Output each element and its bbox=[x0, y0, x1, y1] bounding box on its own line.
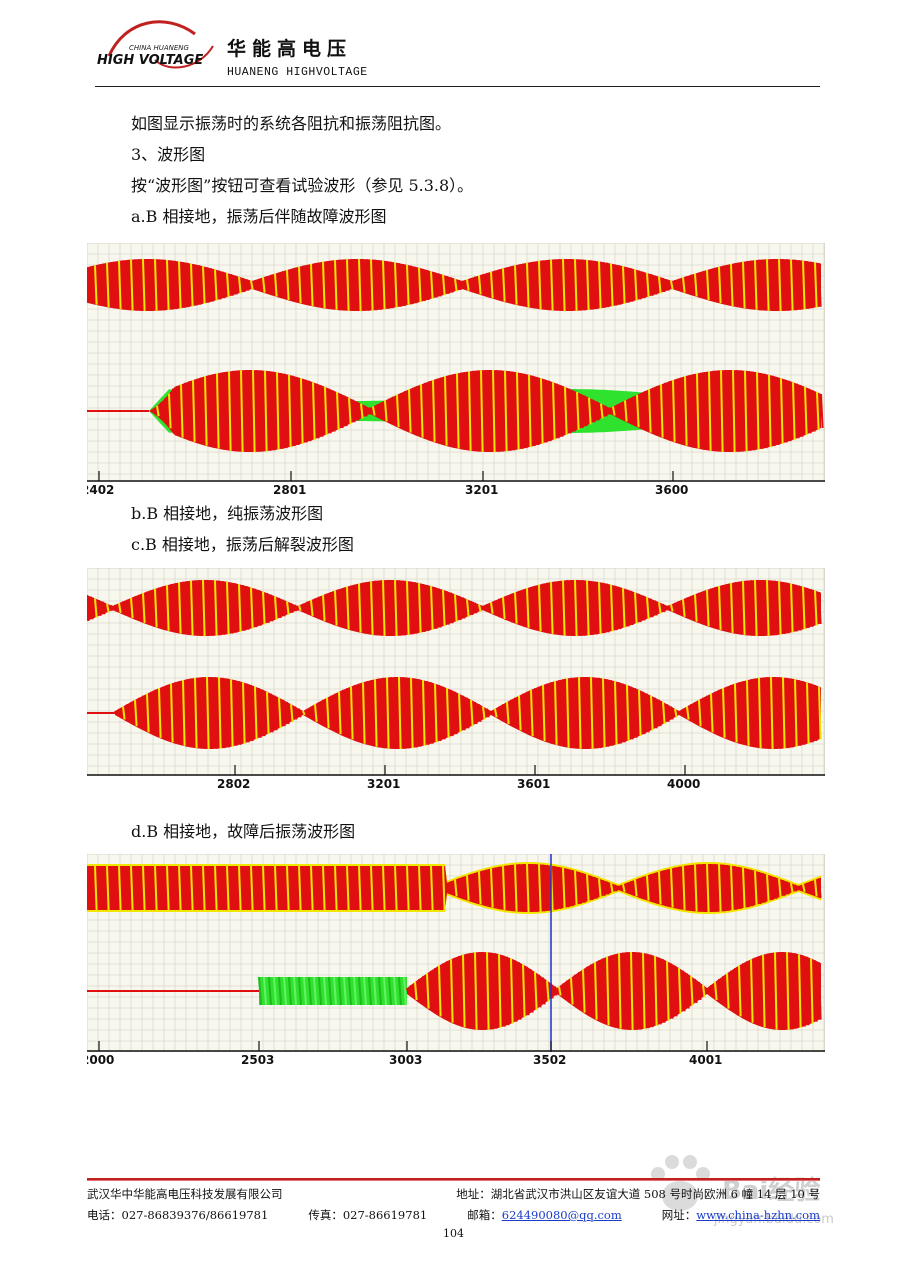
footer-address: 地址：湖北省武汉市洪山区友谊大道 508 号时尚欧洲 6 幢 14 层 10 号 bbox=[456, 1187, 820, 1201]
waveform-figure-a: 2402 2801 3201 3600 bbox=[87, 243, 825, 495]
axis-tick-label: 3601 bbox=[517, 777, 550, 790]
figure-a-caption: a.B 相接地，振荡后伴随故障波形图 bbox=[131, 207, 387, 226]
footer-fax: 传真：027-86619781 bbox=[308, 1208, 428, 1222]
page-number: 104 bbox=[443, 1227, 464, 1240]
instruction-text: 按“波形图”按钮可查看试验波形（参见 5.3.8）。 bbox=[131, 176, 474, 195]
footer-email-label: 邮箱： bbox=[467, 1208, 502, 1222]
upper-trace-strokes bbox=[87, 579, 822, 637]
svg-text:HIGH VOLTAGE: HIGH VOLTAGE bbox=[97, 53, 203, 68]
watermark-brand: Bai经验 bbox=[722, 1176, 821, 1206]
fault-trace-strokes bbox=[258, 976, 407, 1006]
footer-website-label: 网址： bbox=[661, 1208, 697, 1222]
intro-text: 如图显示振荡时的系统各阻抗和振荡阻抗图。 bbox=[131, 114, 452, 133]
upper-trace-strokes bbox=[87, 863, 822, 913]
lower-trace-strokes bbox=[406, 951, 822, 1031]
axis-tick-label: 3502 bbox=[533, 1053, 566, 1066]
axis-tick-label: 2802 bbox=[217, 777, 250, 790]
figure-c-caption: c.B 相接地，振荡后解裂波形图 bbox=[131, 535, 354, 554]
waveform-figure-c: 2802 3201 3601 4000 bbox=[87, 568, 825, 790]
lower-trace-strokes bbox=[152, 369, 824, 453]
upper-trace-strokes bbox=[87, 258, 822, 312]
footer-company: 武汉华中华能高电压科技发展有限公司 bbox=[87, 1187, 283, 1201]
axis-tick-label: 2000 bbox=[87, 1053, 114, 1066]
section-title: 3、波形图 bbox=[131, 145, 206, 164]
paw-icon bbox=[651, 1155, 710, 1211]
baidu-watermark: Bai经验 jingyan.baidu.com bbox=[640, 1150, 840, 1250]
svg-text:CHINA HUANENG: CHINA HUANENG bbox=[129, 44, 190, 52]
axis-tick-label: 2801 bbox=[273, 483, 306, 495]
footer-rule bbox=[87, 1178, 820, 1181]
axis-tick-label: 4001 bbox=[689, 1053, 722, 1066]
axis-tick-label: 3003 bbox=[389, 1053, 422, 1066]
company-logo: CHINA HUANENG HIGH VOLTAGE bbox=[97, 20, 214, 69]
page-header: CHINA HUANENG HIGH VOLTAGE 华能高电压 HUANENG… bbox=[95, 14, 820, 87]
lower-trace-strokes bbox=[114, 676, 822, 750]
axis-tick-label: 3201 bbox=[367, 777, 400, 790]
axis-tick-label: 3600 bbox=[655, 483, 688, 495]
watermark-site: jingyan.baidu.com bbox=[714, 1212, 834, 1227]
time-axis-d: 2000 2503 3003 3502 4001 bbox=[87, 1041, 825, 1066]
brand-name-en: HUANENG HIGHVOLTAGE bbox=[227, 66, 368, 79]
footer-website-link[interactable]: www.china-hzhn.com bbox=[696, 1208, 820, 1222]
time-axis-a: 2402 2801 3201 3600 bbox=[87, 471, 825, 495]
axis-tick-label: 3201 bbox=[465, 483, 498, 495]
waveform-figure-d: 2000 2503 3003 3502 4001 bbox=[87, 854, 825, 1066]
upper-trace bbox=[87, 259, 821, 311]
page-footer: 武汉华中华能高电压科技发展有限公司 地址：湖北省武汉市洪山区友谊大道 508 号… bbox=[87, 1178, 820, 1240]
figure-d-caption: d.B 相接地，故障后振荡波形图 bbox=[131, 822, 356, 841]
footer-email-link[interactable]: 624490080@qq.com bbox=[501, 1208, 622, 1222]
axis-tick-label: 4000 bbox=[667, 777, 700, 790]
figure-b-caption: b.B 相接地，纯振荡波形图 bbox=[131, 504, 324, 523]
time-axis-c: 2802 3201 3601 4000 bbox=[87, 765, 825, 790]
axis-tick-label: 2402 bbox=[87, 483, 114, 495]
brand-name-cn: 华能高电压 bbox=[227, 38, 353, 60]
axis-tick-label: 2503 bbox=[241, 1053, 274, 1066]
footer-phone: 电话：027-86839376/86619781 bbox=[87, 1208, 269, 1222]
